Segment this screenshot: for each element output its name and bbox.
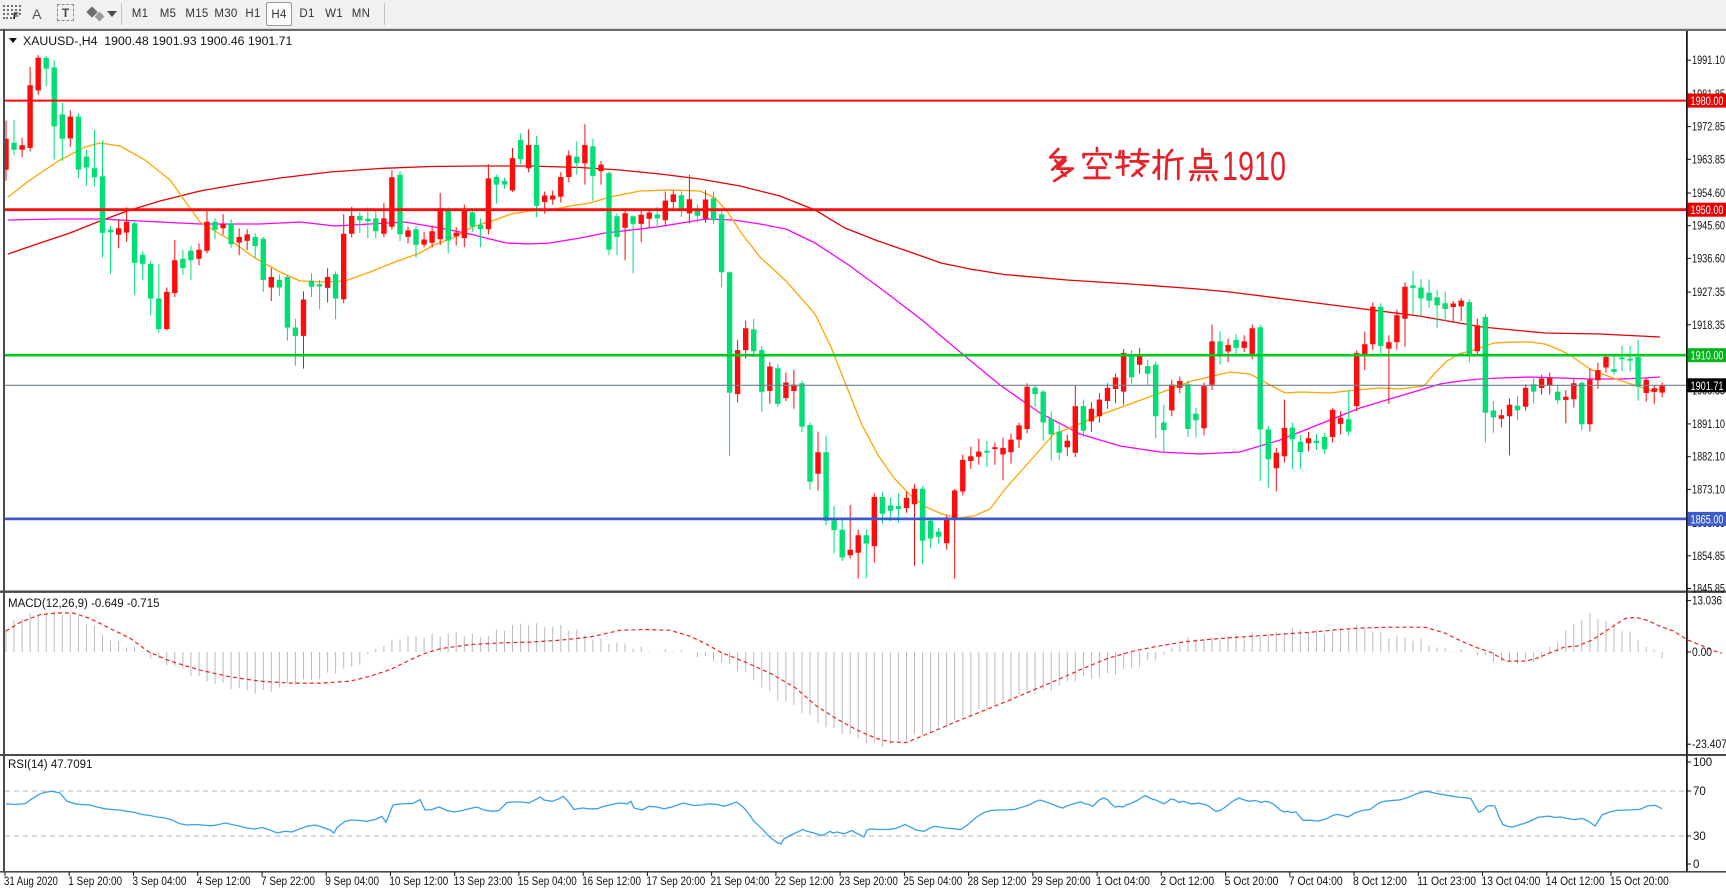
svg-text:1901.71: 1901.71: [1691, 381, 1724, 393]
svg-text:31 Aug 2020: 31 Aug 2020: [4, 876, 58, 888]
svg-text:0: 0: [1693, 859, 1699, 871]
svg-text:100: 100: [1693, 757, 1712, 769]
svg-text:11 Oct 23:00: 11 Oct 23:00: [1417, 876, 1476, 888]
svg-text:21 Sep 04:00: 21 Sep 04:00: [711, 876, 770, 888]
svg-text:1865.00: 1865.00: [1691, 514, 1724, 526]
svg-text:10 Sep 12:00: 10 Sep 12:00: [389, 876, 448, 888]
svg-text:7 Sep 22:00: 7 Sep 22:00: [261, 876, 315, 888]
svg-text:1950.00: 1950.00: [1691, 205, 1724, 217]
svg-text:28 Sep 12:00: 28 Sep 12:00: [968, 876, 1027, 888]
svg-text:13 Oct 04:00: 13 Oct 04:00: [1482, 876, 1541, 888]
svg-text:16 Sep 12:00: 16 Sep 12:00: [582, 876, 641, 888]
svg-text:23 Sep 20:00: 23 Sep 20:00: [839, 876, 898, 888]
svg-text:2 Oct 12:00: 2 Oct 12:00: [1160, 876, 1214, 888]
svg-text:RSI(14) 47.7091: RSI(14) 47.7091: [8, 759, 92, 771]
svg-text:17 Sep 20:00: 17 Sep 20:00: [646, 876, 705, 888]
svg-text:22 Sep 12:00: 22 Sep 12:00: [775, 876, 834, 888]
svg-text:1 Sep 20:00: 1 Sep 20:00: [68, 876, 122, 888]
svg-text:25 Sep 04:00: 25 Sep 04:00: [903, 876, 962, 888]
svg-text:14 Oct 12:00: 14 Oct 12:00: [1546, 876, 1605, 888]
svg-text:15 Sep 04:00: 15 Sep 04:00: [518, 876, 577, 888]
svg-text:1954.60: 1954.60: [1692, 188, 1725, 200]
svg-text:1 Oct 04:00: 1 Oct 04:00: [1096, 876, 1150, 888]
svg-text:1945.60: 1945.60: [1692, 221, 1725, 233]
svg-text:8 Oct 12:00: 8 Oct 12:00: [1353, 876, 1407, 888]
svg-text:-23.407: -23.407: [1692, 739, 1726, 751]
svg-text:1873.10: 1873.10: [1692, 484, 1725, 496]
svg-text:30: 30: [1693, 831, 1706, 843]
svg-text:15 Oct 20:00: 15 Oct 20:00: [1610, 876, 1669, 888]
svg-text:1918.35: 1918.35: [1692, 320, 1725, 332]
svg-text:1910.00: 1910.00: [1691, 351, 1724, 363]
svg-text:13.036: 13.036: [1692, 596, 1722, 608]
svg-text:0.00: 0.00: [1692, 647, 1712, 659]
svg-text:1854.85: 1854.85: [1692, 551, 1725, 563]
svg-text:XAUUSD-,H4 1900.48 1901.93 19: XAUUSD-,H4 1900.48 1901.93 1900.46 1901.…: [23, 34, 293, 48]
svg-text:1972.85: 1972.85: [1692, 122, 1725, 134]
svg-text:MACD(12,26,9) -0.649 -0.715: MACD(12,26,9) -0.649 -0.715: [8, 598, 160, 610]
svg-text:1963.85: 1963.85: [1692, 154, 1725, 166]
svg-text:1882.10: 1882.10: [1692, 452, 1725, 464]
svg-text:3 Sep 04:00: 3 Sep 04:00: [133, 876, 187, 888]
svg-text:70: 70: [1693, 786, 1706, 798]
svg-text:1936.60: 1936.60: [1692, 253, 1725, 265]
svg-text:1927.35: 1927.35: [1692, 287, 1725, 299]
svg-text:1980.00: 1980.00: [1691, 96, 1724, 108]
svg-text:29 Sep 20:00: 29 Sep 20:00: [1032, 876, 1091, 888]
svg-text:1891.10: 1891.10: [1692, 419, 1725, 431]
svg-text:1991.10: 1991.10: [1692, 55, 1725, 67]
svg-text:5 Oct 20:00: 5 Oct 20:00: [1225, 876, 1279, 888]
svg-text:4 Sep 12:00: 4 Sep 12:00: [197, 876, 251, 888]
svg-text:1845.85: 1845.85: [1692, 584, 1725, 596]
svg-text:1910: 1910: [1222, 143, 1286, 189]
svg-text:7 Oct 04:00: 7 Oct 04:00: [1289, 876, 1343, 888]
svg-text:13 Sep 23:00: 13 Sep 23:00: [454, 876, 513, 888]
svg-text:9 Sep 04:00: 9 Sep 04:00: [325, 876, 379, 888]
